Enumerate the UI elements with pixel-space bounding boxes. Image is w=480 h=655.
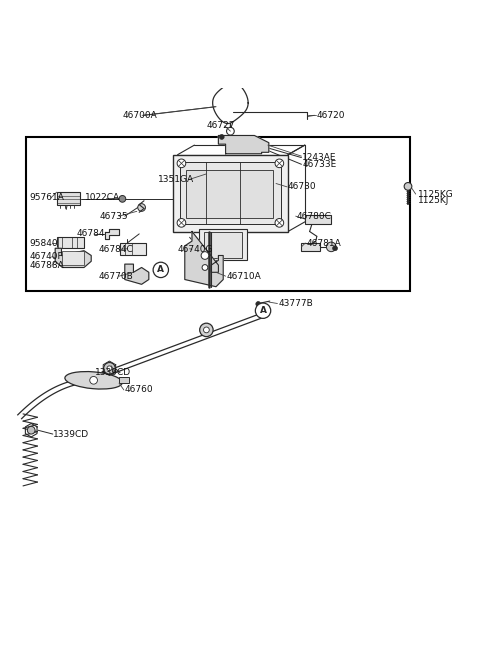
Bar [26,137,410,291]
Circle shape [138,204,145,212]
Circle shape [27,426,35,434]
Text: 1243AE: 1243AE [302,153,337,162]
Circle shape [275,159,284,168]
Polygon shape [55,248,91,267]
Circle shape [202,265,208,271]
Polygon shape [185,231,223,287]
Bar [120,243,146,255]
Text: 46710A: 46710A [227,272,261,280]
Circle shape [200,323,213,337]
Circle shape [153,262,168,278]
Bar [190,246,204,252]
Text: 46700A: 46700A [122,111,157,120]
Text: 46740G: 46740G [178,245,213,253]
Text: 46788A: 46788A [30,261,64,270]
Circle shape [104,362,115,374]
Text: 46780C: 46780C [297,212,332,221]
Circle shape [256,301,261,307]
Text: 46784: 46784 [77,229,105,238]
Text: 46727: 46727 [206,121,235,130]
Bar [301,243,320,251]
Text: 46770B: 46770B [99,272,133,280]
Circle shape [119,195,126,202]
Text: 46740F: 46740F [30,252,63,261]
Polygon shape [125,264,149,284]
Bar [180,162,281,224]
Text: 46720: 46720 [317,111,345,120]
Bar [119,377,129,383]
Circle shape [255,303,271,318]
Text: 1351GA: 1351GA [158,175,194,184]
Text: 95761A: 95761A [30,193,65,202]
Bar [305,215,331,224]
Bar [199,229,247,260]
Text: 1339CD: 1339CD [95,368,131,377]
Polygon shape [105,229,119,239]
Text: 43777B: 43777B [278,299,313,308]
Circle shape [219,134,224,140]
Bar [173,155,288,231]
Circle shape [201,252,209,259]
Bar [62,251,84,265]
Text: 46735: 46735 [100,212,129,221]
Circle shape [177,159,186,168]
Bar [204,231,242,258]
Circle shape [404,183,412,190]
Text: 46781A: 46781A [306,238,341,248]
Text: 1339CD: 1339CD [53,430,89,439]
Ellipse shape [65,371,122,389]
Bar [186,170,273,218]
Text: 46784C: 46784C [99,245,133,253]
Text: 95840: 95840 [30,238,59,248]
Text: 46733E: 46733E [302,160,336,169]
Circle shape [326,242,336,252]
Text: 1125KJ: 1125KJ [418,196,449,205]
Text: 1125KG: 1125KG [418,189,453,198]
Bar [57,192,80,204]
Text: A: A [157,265,164,274]
Circle shape [90,377,97,384]
Text: 46760: 46760 [125,385,154,394]
Circle shape [204,327,209,333]
Text: 1022CA: 1022CA [85,193,120,202]
Circle shape [227,127,234,135]
Polygon shape [218,136,269,154]
Circle shape [333,246,337,251]
Bar [57,237,84,248]
Circle shape [275,219,284,227]
Circle shape [177,219,186,227]
Text: 46730: 46730 [288,182,317,191]
Circle shape [107,366,112,371]
Text: A: A [260,306,266,315]
